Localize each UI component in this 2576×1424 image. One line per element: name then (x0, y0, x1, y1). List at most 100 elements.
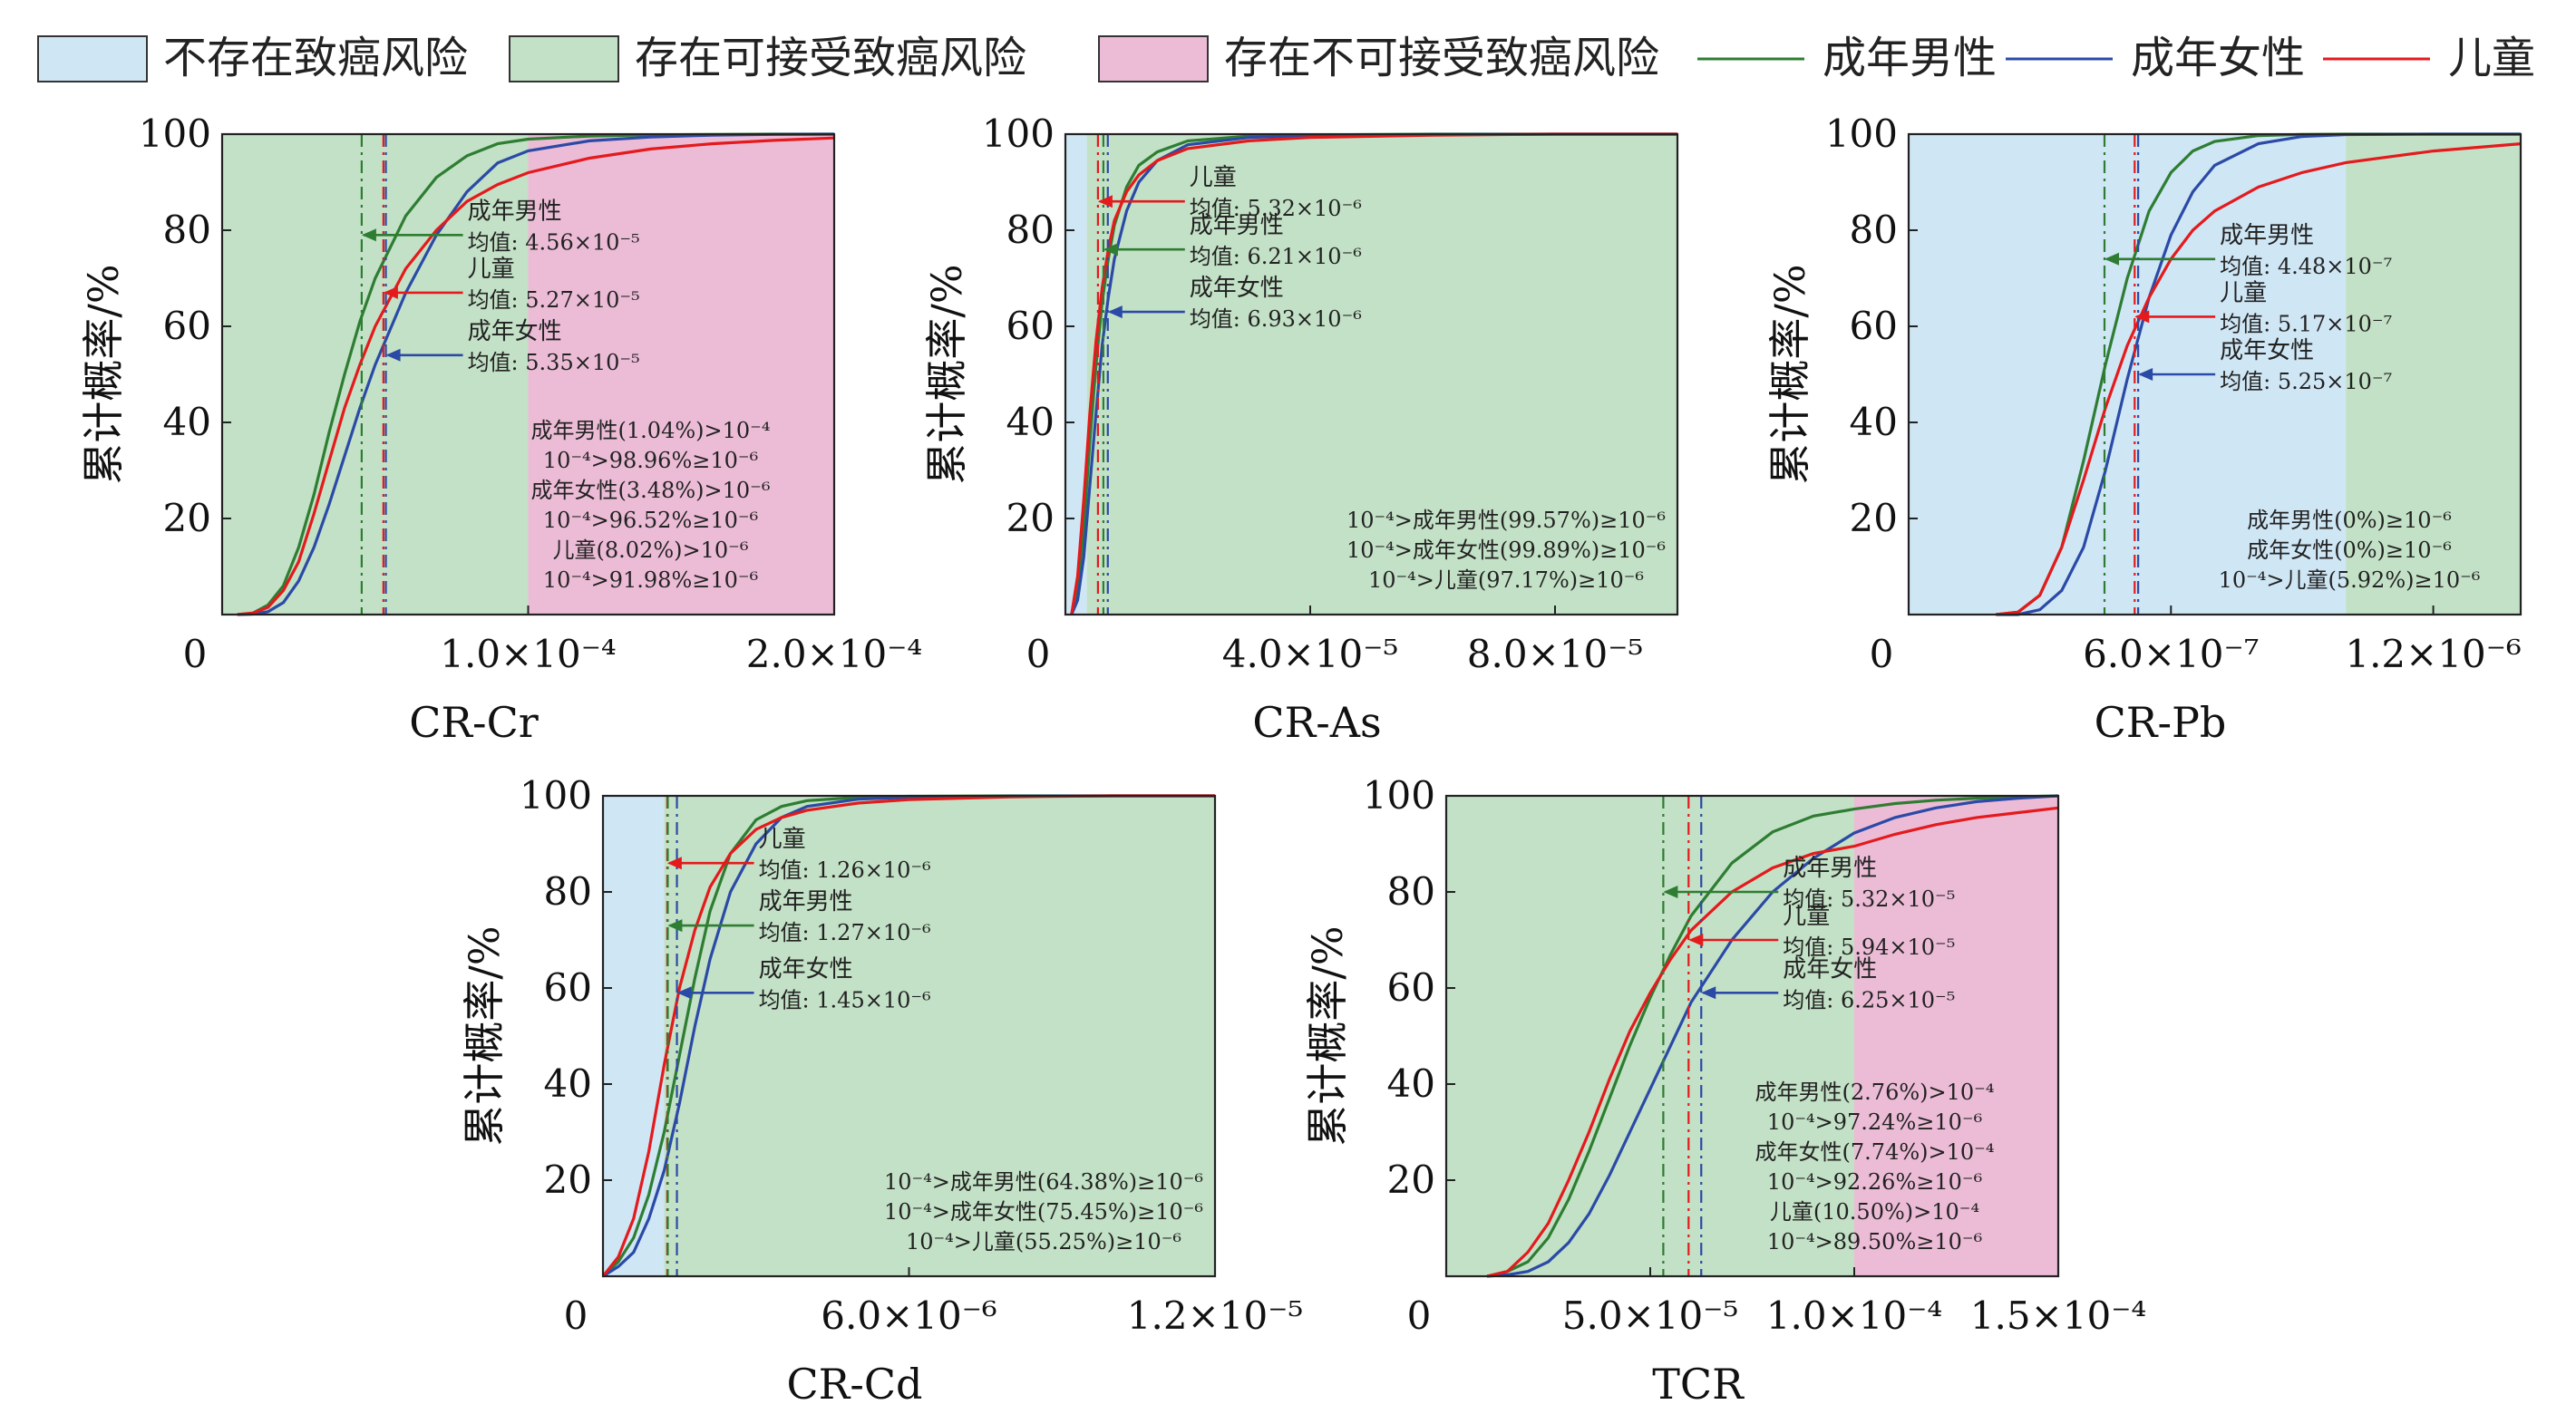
annotation-mean-male: 均值: 6.21×10⁻⁶ (1190, 244, 1362, 269)
x-tick-label: 0 (1407, 1293, 1432, 1338)
y-tick-label: 20 (1006, 496, 1055, 540)
y-tick-label: 80 (544, 869, 592, 914)
annotation-arrowhead-female (676, 986, 692, 1000)
legend-swatch-none (37, 35, 148, 82)
plot-frame (1444, 794, 2060, 1278)
chart-panel-cr-cr: 20 40 60 80 100 0 1.0×10⁻⁴ 2.0×10⁻⁴ CR-Cr 累计概率/% 成… (36, 109, 925, 761)
x-tick-label: 8.0×10⁻⁵ (1467, 632, 1643, 676)
legend-item-male: 成年男性 (1697, 33, 1997, 83)
annotation-arrowhead-child (383, 286, 398, 299)
annotation-mean-female: 均值: 6.93×10⁻⁶ (1190, 306, 1362, 332)
legend-item-none: 不存在致癌风险 (37, 33, 468, 83)
annotation-mean-female: 均值: 6.25×10⁻⁵ (1783, 987, 1955, 1012)
y-axis-label: 累计概率/% (1303, 925, 1352, 1146)
annotation-name-child: 儿童 (1783, 903, 1830, 930)
annotation-name-female: 成年女性 (1783, 955, 1877, 983)
y-tick-label: 40 (163, 400, 211, 444)
x-axis-label: CR-Pb (2095, 698, 2227, 747)
x-tick-label: 1.0×10⁻⁴ (1766, 1293, 1942, 1338)
legend-swatch-accept (509, 35, 619, 82)
risk-stat-line: 成年女性(0%)≥10⁻⁶ (2247, 538, 2452, 563)
annotation-mean-male: 均值: 4.56×10⁻⁵ (468, 229, 640, 255)
annotation-arrowhead-female (2138, 368, 2153, 381)
annotation-name-female: 成年女性 (468, 318, 562, 345)
y-tick-label: 40 (544, 1061, 592, 1106)
y-tick-label: 60 (163, 304, 211, 348)
x-tick-label: 0 (564, 1293, 588, 1338)
cdf-line-child (1070, 132, 1677, 615)
x-tick-label: 0 (1870, 632, 1894, 676)
risk-region-none (1065, 134, 1087, 615)
risk-region-accept (222, 134, 529, 615)
legend-item-accept: 存在可接受致癌风险 (509, 33, 1026, 83)
annotation-arrowhead-child (1097, 195, 1113, 208)
cdf-line-child (1996, 142, 2522, 616)
risk-region-unaccept (528, 134, 834, 615)
risk-stat-line: 10⁻⁴>儿童(97.17%)≥10⁻⁶ (1368, 567, 1644, 593)
plot-frame (1064, 132, 1679, 616)
annotation-arrowhead-male (1103, 243, 1118, 257)
annotation-name-child: 儿童 (2220, 279, 2267, 306)
y-tick-label: 60 (1387, 965, 1435, 1010)
x-tick-label: 5.0×10⁻⁵ (1562, 1293, 1738, 1338)
plot-frame (1907, 132, 2523, 616)
x-tick-label: 6.0×10⁻⁷ (2083, 632, 2259, 676)
cdf-line-child (1486, 806, 2059, 1278)
legend-label-none: 不存在致癌风险 (163, 33, 468, 83)
annotation-name-child: 儿童 (759, 826, 806, 853)
y-tick-label: 60 (1006, 304, 1055, 348)
x-tick-label: 1.2×10⁻⁵ (1127, 1293, 1303, 1338)
chart-svg-2: 20 40 60 80 100 0 6.0×10⁻⁷ 1.2×10⁻⁶ CR-Pb 累计概率/% 成… (1765, 111, 2523, 747)
y-tick-label: 20 (163, 496, 211, 540)
legend-svg: 不存在致癌风险 存在可接受致癌风险 存在不可接受致癌风险 成年男性 成年女性 儿童 (37, 33, 2535, 83)
risk-stat-line: 10⁻⁴>98.96%≥10⁻⁶ (543, 448, 758, 473)
x-axis-label: CR-Cd (786, 1360, 922, 1409)
cdf-line-child (601, 794, 1215, 1277)
x-tick-label: 2.0×10⁻⁴ (746, 632, 922, 676)
annotation-arrowhead-child (1688, 934, 1704, 946)
annotation-name-child: 儿童 (468, 256, 515, 283)
cdf-line-child (237, 136, 835, 616)
x-tick-label: 6.0×10⁻⁶ (821, 1293, 996, 1338)
legend-label-unaccept: 存在不可接受致癌风险 (1224, 33, 1659, 83)
chart-panel-tcr: 20 40 60 80 100 0 5.0×10⁻⁵ 1.0×10⁻⁴ 1.5×10⁻⁴ TCR 累… (1278, 770, 2149, 1420)
legend-label-accept: 存在可接受致癌风险 (635, 33, 1026, 83)
risk-stat-line: 成年女性(7.74%)>10⁻⁴ (1755, 1139, 1995, 1165)
x-tick-label: 1.2×10⁻⁶ (2345, 632, 2521, 676)
annotation-arrowhead-child (2134, 310, 2150, 324)
legend-label-male: 成年男性 (1823, 33, 1997, 83)
cdf-line-male (1486, 794, 2059, 1278)
cdf-line-female (237, 132, 835, 616)
annotation-name-male: 成年男性 (759, 888, 853, 915)
risk-stat-line: 10⁻⁴>成年男性(99.57%)≥10⁻⁶ (1346, 508, 1666, 533)
risk-stat-line: 成年女性(3.48%)>10⁻⁶ (531, 478, 771, 503)
legend-label-child: 儿童 (2448, 33, 2535, 83)
annotation-arrowhead-male (667, 919, 683, 933)
risk-region-unaccept (1854, 796, 2058, 1276)
annotation-name-male: 成年男性 (1783, 855, 1877, 882)
x-axis-label: CR-Cr (409, 698, 539, 747)
legend-item-child: 儿童 (2323, 33, 2535, 83)
cdf-line-female (1486, 794, 2059, 1278)
y-tick-label: 100 (520, 773, 592, 818)
annotation-mean-male: 均值: 1.27×10⁻⁶ (759, 920, 931, 945)
risk-stat-line: 10⁻⁴>成年男性(64.38%)≥10⁻⁶ (884, 1169, 1203, 1195)
y-tick-label: 100 (1825, 111, 1898, 156)
risk-stat-line: 10⁻⁴>96.52%≥10⁻⁶ (543, 508, 758, 533)
y-tick-label: 40 (1850, 400, 1898, 444)
chart-panel-cr-as: 20 40 60 80 100 0 4.0×10⁻⁵ 8.0×10⁻⁵ CR-As 累计概率/% 儿… (880, 109, 1723, 761)
chart-svg-1: 20 40 60 80 100 0 4.0×10⁻⁵ 8.0×10⁻⁵ CR-As 累计概率/% 儿… (922, 111, 1679, 747)
y-axis-label: 累计概率/% (79, 264, 128, 484)
annotation-mean-child: 均值: 5.94×10⁻⁵ (1783, 935, 1955, 960)
risk-stat-line: 成年男性(0%)≥10⁻⁶ (2247, 508, 2452, 533)
x-axis-label: CR-As (1252, 698, 1381, 747)
annotation-name-child: 儿童 (1190, 164, 1237, 191)
legend-item-female: 成年女性 (2006, 33, 2305, 83)
chart-svg-4: 20 40 60 80 100 0 5.0×10⁻⁵ 1.0×10⁻⁴ 1.5×10⁻⁴ TCR 累… (1303, 773, 2146, 1409)
legend-swatch-unaccept (1098, 35, 1209, 82)
y-tick-label: 60 (544, 965, 592, 1010)
annotation-mean-child: 均值: 1.26×10⁻⁶ (759, 857, 931, 883)
cdf-line-female (1996, 132, 2521, 616)
y-tick-label: 80 (1850, 208, 1898, 252)
risk-region-accept (1446, 796, 1854, 1276)
